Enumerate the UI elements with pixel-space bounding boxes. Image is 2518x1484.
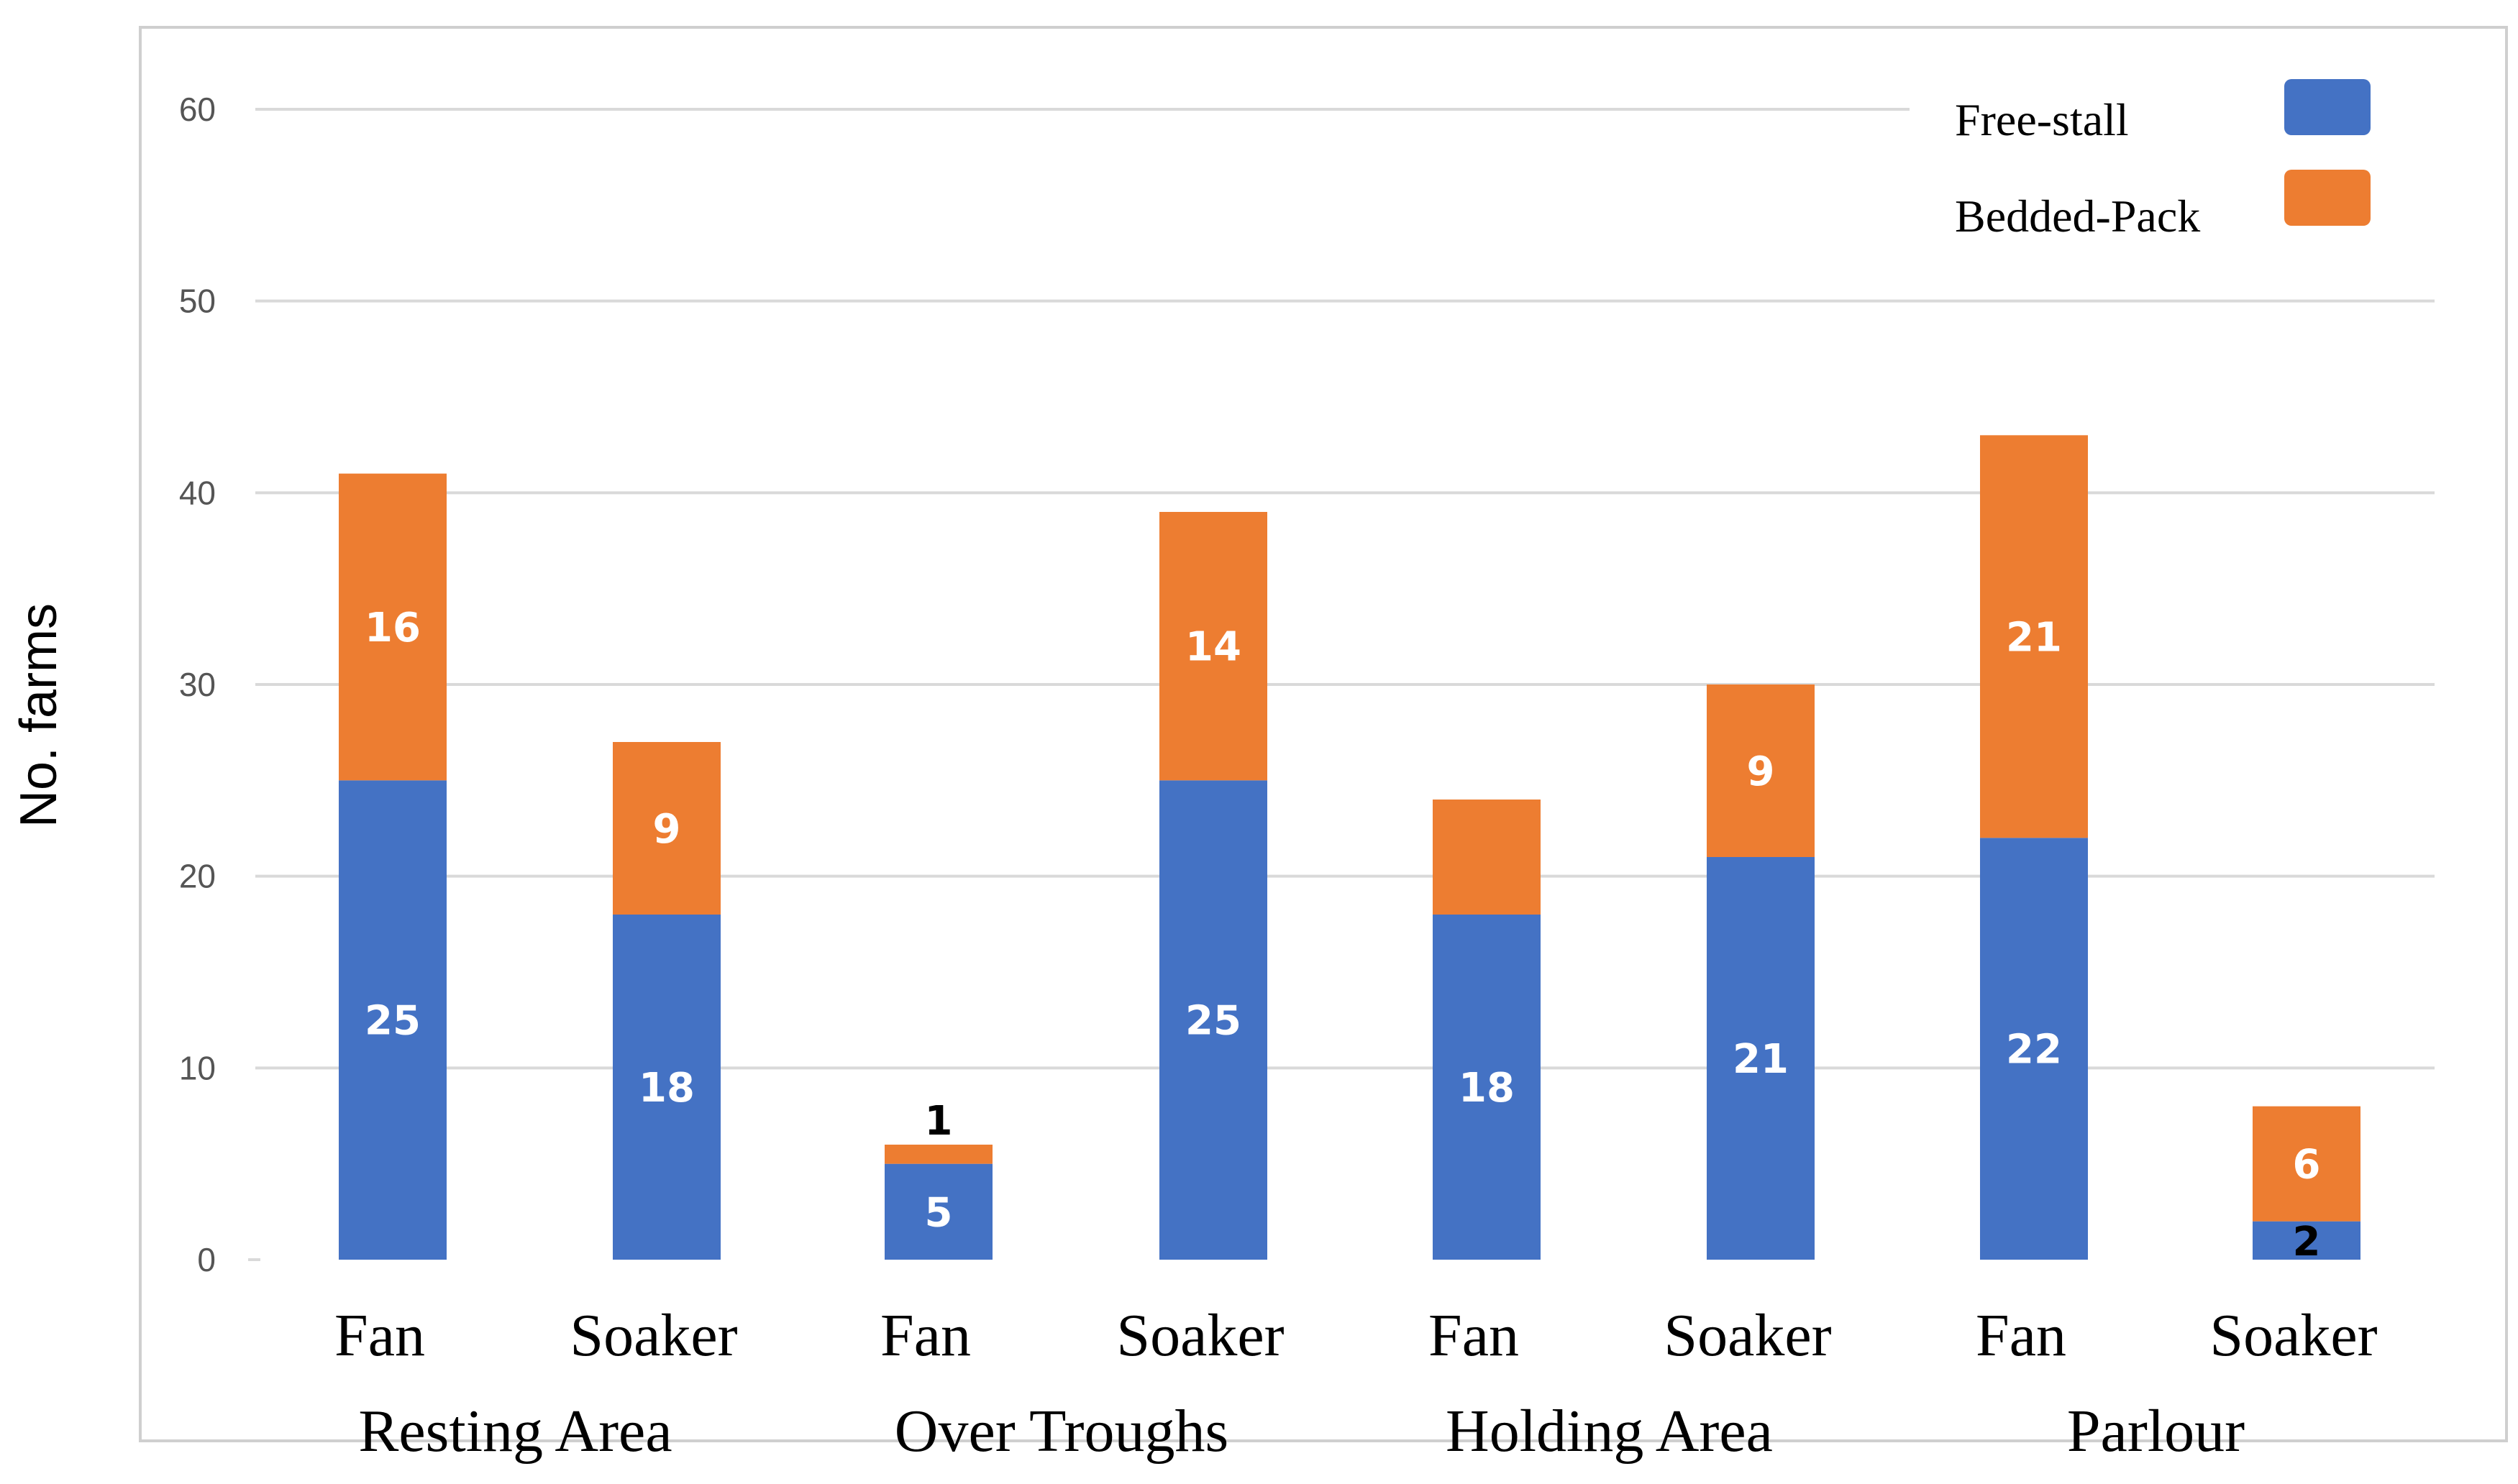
data-label-free-stall-4: 18 xyxy=(1459,1065,1515,1112)
category-label-0: Fan xyxy=(334,1302,425,1369)
y-tick-label-20: 20 xyxy=(179,858,216,895)
group-labels: Resting Area Over Troughs Holding Area Parl… xyxy=(358,1398,2245,1465)
gridlines xyxy=(248,108,2435,1261)
bar-free-stall-5 xyxy=(1707,857,1815,1260)
bar-free-stall-1 xyxy=(613,915,721,1260)
category-label-2: Fan xyxy=(880,1302,971,1369)
data-label-bedded-pack-7: 6 xyxy=(2293,1142,2321,1188)
legend-label-free-stall: Free-stall xyxy=(1955,94,2129,145)
data-labels: 25 16 18 9 5 1 25 14 18 21 9 22 21 2 6 xyxy=(365,605,2320,1265)
group-label-0: Resting Area xyxy=(358,1398,672,1465)
group-label-2: Holding Area xyxy=(1446,1398,1773,1465)
data-label-free-stall-1: 18 xyxy=(639,1065,695,1112)
data-label-free-stall-0: 25 xyxy=(365,998,421,1045)
bar-bedded-pack-7 xyxy=(2253,1106,2360,1222)
data-label-free-stall-6: 22 xyxy=(2006,1027,2062,1073)
category-label-6: Fan xyxy=(1976,1302,2066,1369)
y-axis-label: No. farms xyxy=(10,603,68,828)
bar-bedded-pack-4 xyxy=(1433,800,1541,915)
data-label-free-stall-3: 25 xyxy=(1185,998,1241,1045)
group-label-1: Over Troughs xyxy=(895,1398,1228,1465)
y-tick-label-50: 50 xyxy=(179,283,216,320)
category-labels: Fan Soaker Fan Soaker Fan Soaker Fan Soaker xyxy=(334,1302,2378,1369)
bar-bedded-pack-2 xyxy=(885,1145,993,1164)
category-label-7: Soaker xyxy=(2209,1302,2377,1369)
legend-swatch-bedded-pack xyxy=(2284,170,2371,226)
bar-bedded-pack-3 xyxy=(1159,512,1267,781)
data-label-free-stall-5: 21 xyxy=(1733,1036,1789,1083)
chart-frame xyxy=(139,26,2508,1442)
bar-free-stall-0 xyxy=(339,780,447,1260)
data-label-bedded-pack-2: 1 xyxy=(925,1098,953,1145)
y-tick-label-30: 30 xyxy=(179,666,216,703)
data-label-bedded-pack-1: 9 xyxy=(653,806,681,853)
category-label-3: Soaker xyxy=(1116,1302,1284,1369)
y-tick-label-60: 60 xyxy=(179,91,216,128)
bar-free-stall-3 xyxy=(1159,780,1267,1260)
data-label-bedded-pack-3: 14 xyxy=(1185,624,1241,671)
legend-label-bedded-pack: Bedded-Pack xyxy=(1955,191,2200,242)
category-label-1: Soaker xyxy=(570,1302,737,1369)
group-label-3: Parlour xyxy=(2067,1398,2245,1465)
bar-bedded-pack-6 xyxy=(1980,435,2088,838)
data-label-free-stall-2: 5 xyxy=(925,1189,953,1236)
data-label-bedded-pack-6: 21 xyxy=(2006,614,2062,661)
y-tick-label-10: 10 xyxy=(179,1049,216,1086)
data-label-free-stall-7: 2 xyxy=(2293,1219,2321,1265)
data-label-bedded-pack-0: 16 xyxy=(365,605,421,651)
bar-bedded-pack-0 xyxy=(339,473,447,781)
category-label-4: Fan xyxy=(1428,1302,1519,1369)
y-tick-label-0: 0 xyxy=(197,1241,216,1278)
bar-free-stall-6 xyxy=(1980,838,2088,1260)
data-label-bedded-pack-5: 9 xyxy=(1747,748,1775,795)
bar-free-stall-2 xyxy=(885,1163,993,1260)
bar-bedded-pack-1 xyxy=(613,742,721,915)
category-label-5: Soaker xyxy=(1664,1302,1831,1369)
y-axis-ticks: 0 10 20 30 40 50 60 xyxy=(179,91,216,1278)
legend: Free-stall Bedded-Pack xyxy=(1955,79,2371,242)
bar-free-stall-4 xyxy=(1433,915,1541,1260)
legend-swatch-free-stall xyxy=(2284,79,2371,135)
bars xyxy=(339,435,2360,1260)
bar-free-stall-7 xyxy=(2253,1221,2360,1260)
y-tick-label-40: 40 xyxy=(179,474,216,511)
bar-bedded-pack-5 xyxy=(1707,684,1815,857)
